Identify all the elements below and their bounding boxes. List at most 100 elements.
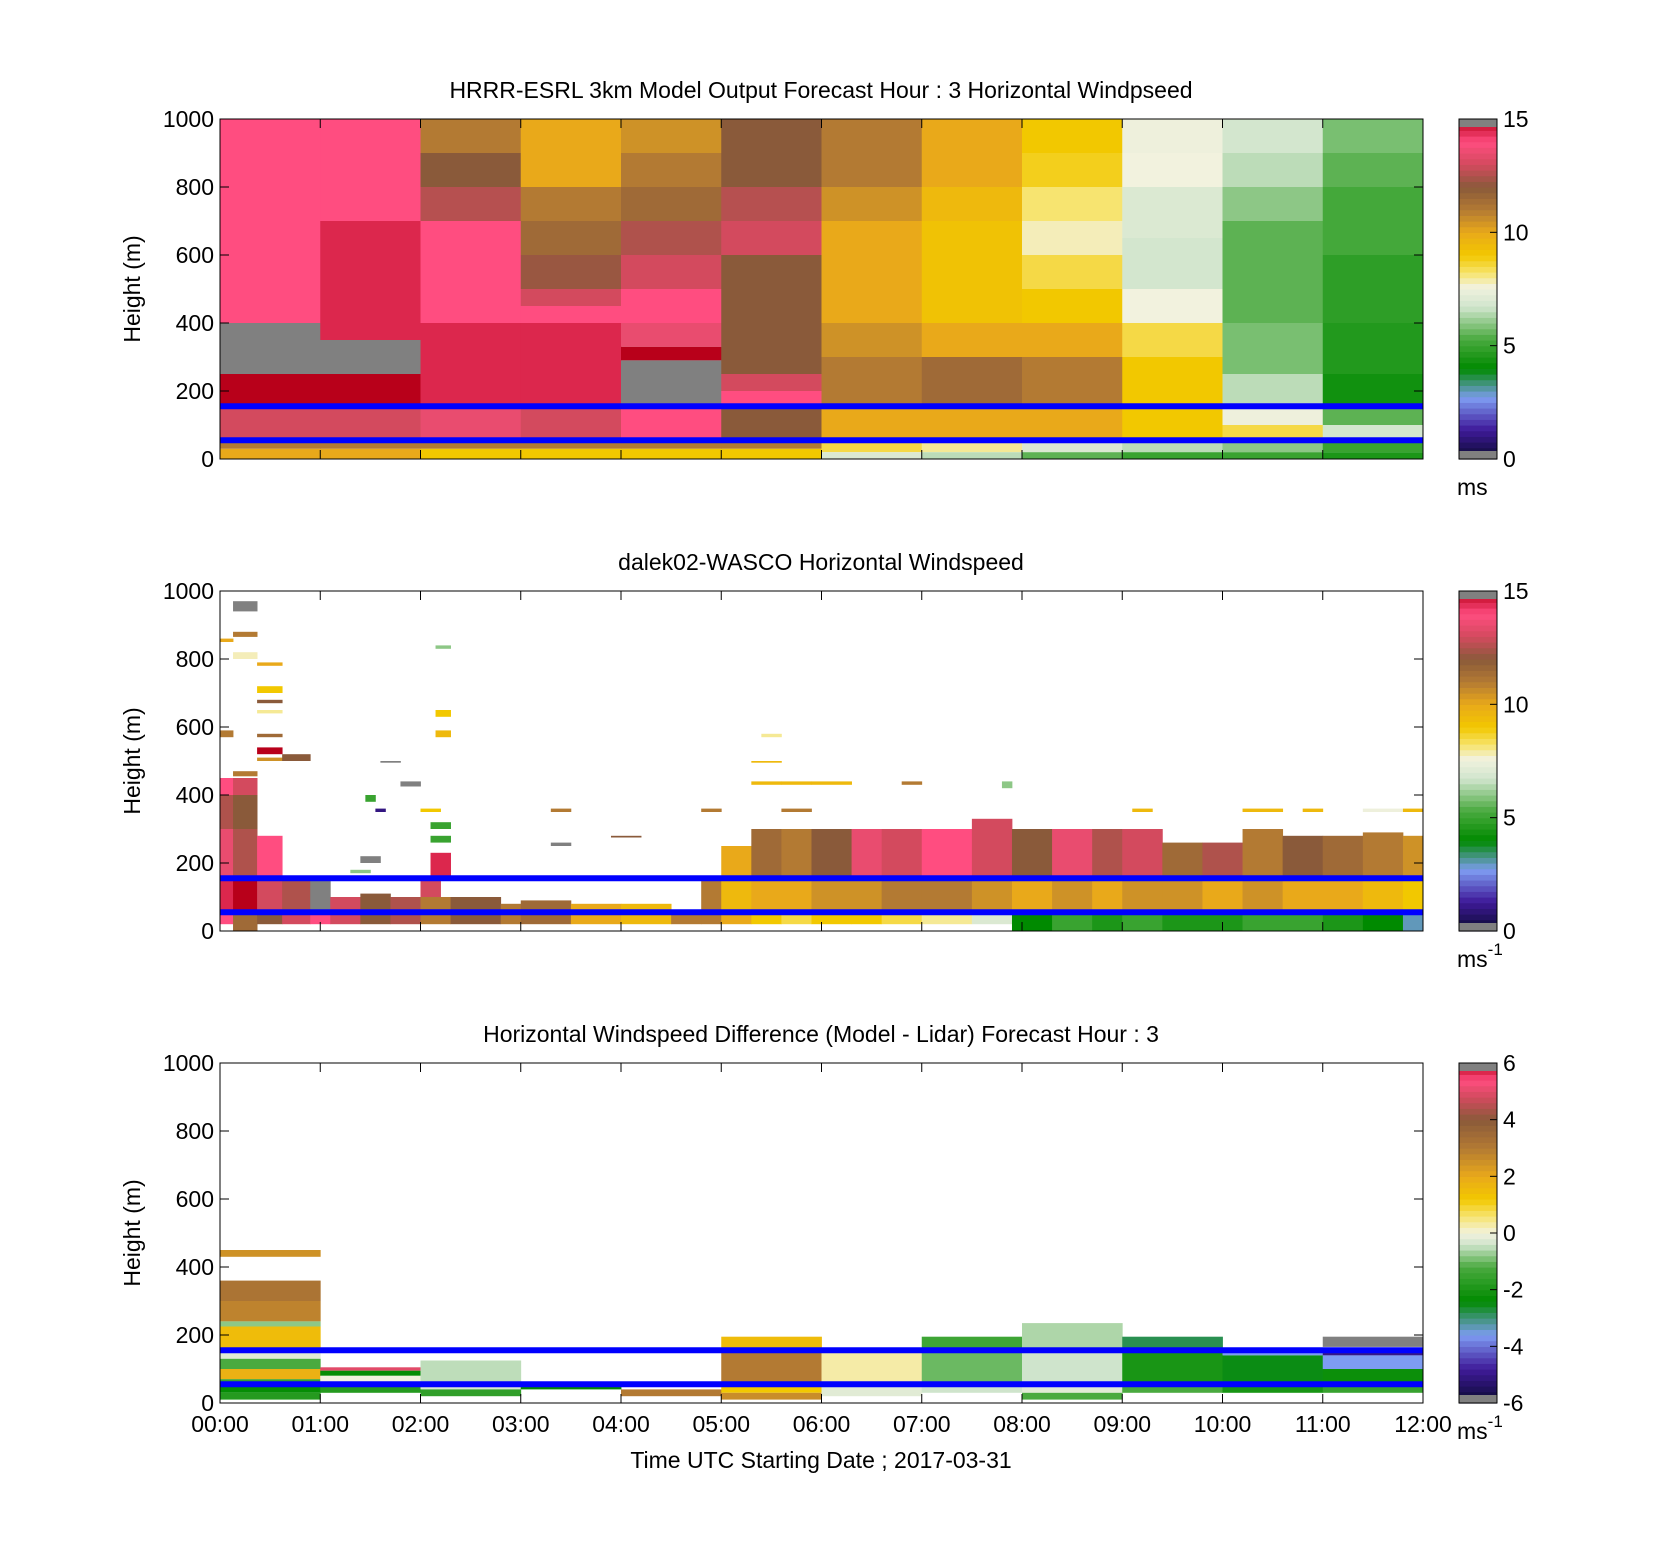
panel-difference-colorbar-segment: [1459, 1267, 1497, 1274]
panel-difference-colorbar-segment: [1459, 1131, 1497, 1138]
panel-difference-cell: [721, 1350, 822, 1385]
panel-lidar-cell: [751, 878, 782, 913]
panel-model-cell: [1222, 187, 1324, 221]
panel-lidar-colorbar-unit-exponent: -1: [1488, 940, 1503, 959]
panel-lidar-colorbar-segment: [1459, 676, 1497, 683]
panel-model-colorbar-segment: [1459, 425, 1497, 432]
panel-difference-cell: [1122, 1384, 1223, 1393]
panel-lidar-colorbar-segment: [1459, 659, 1497, 666]
panel-lidar-cell: [1011, 829, 1053, 879]
panel-lidar-colorbar-segment: [1459, 630, 1497, 637]
panel-lidar-cell: [1242, 808, 1284, 812]
panel-lidar-cell: [751, 761, 782, 763]
panel-difference-ylabel: Height (m): [119, 1179, 145, 1286]
panel-difference-colorbar-tick-label: 2: [1503, 1163, 1516, 1189]
panel-lidar-cell: [233, 631, 258, 637]
panel-lidar-cell: [811, 829, 852, 879]
panel-difference: Horizontal Windspeed Difference (Model -…: [119, 1021, 1524, 1473]
panel-model-cell: [520, 440, 622, 449]
panel-difference-cell: [1322, 1369, 1424, 1385]
panel-lidar-title: dalek02-WASCO Horizontal Windspeed: [618, 549, 1024, 575]
panel-lidar-cell: [901, 781, 923, 785]
panel-model-colorbar-segment: [1459, 283, 1497, 290]
panel-model-cell: [621, 255, 722, 289]
panel-difference-cell: [1022, 1323, 1123, 1351]
panel-difference-cell: [1022, 1384, 1123, 1393]
panel-lidar-cell: [1362, 878, 1404, 913]
panel-lidar-cell: [1202, 842, 1243, 879]
panel-lidar-colorbar-segment: [1459, 885, 1497, 892]
panel-model-cell: [320, 448, 421, 459]
panel-model-cell: [821, 323, 923, 357]
panel-model-cell: [1122, 153, 1223, 187]
panel-model-ytick-label: 400: [176, 310, 214, 336]
panel-lidar-colorbar-segment: [1459, 681, 1497, 688]
panel-model-cell: [621, 440, 722, 449]
panel-difference-colorbar-cap-bottom: [1459, 1395, 1497, 1403]
panel-model-cell: [1322, 374, 1424, 407]
panel-difference-cell: [320, 1370, 421, 1376]
panel-difference-colorbar-segment: [1459, 1068, 1497, 1075]
panel-lidar-colorbar-segment: [1459, 840, 1497, 847]
panel-lidar-cell: [257, 710, 283, 714]
panel-difference-colorbar-segment: [1459, 1284, 1497, 1291]
panel-model-cell: [420, 187, 522, 221]
panel-lidar-colorbar-segment: [1459, 653, 1497, 660]
panel-lidar-cell: [1052, 912, 1093, 931]
panel-model-colorbar-tick-label: 15: [1503, 106, 1529, 132]
panel-model-colorbar-segment: [1459, 175, 1497, 182]
panel-difference-colorbar-segment: [1459, 1318, 1497, 1325]
panel-difference-colorbar-segment: [1459, 1182, 1497, 1189]
panel-difference-cell: [1022, 1392, 1123, 1400]
panel-lidar-ytick-label: 1000: [163, 578, 214, 604]
panel-difference-colorbar-segment: [1459, 1369, 1497, 1376]
panel-difference-cell: [1222, 1384, 1324, 1393]
panel-model-cell: [721, 448, 822, 459]
panel-difference-colorbar-segment: [1459, 1289, 1497, 1296]
panel-model-cell: [621, 360, 722, 407]
panel-lidar-colorbar-segment: [1459, 596, 1497, 603]
panel-difference-cell: [721, 1336, 822, 1349]
panel-model-colorbar-segment: [1459, 311, 1497, 318]
panel-lidar-cell: [1362, 808, 1404, 812]
panel-lidar-cell: [233, 601, 258, 612]
panel-model-colorbar-tick-label: 5: [1503, 333, 1516, 359]
panel-lidar-cell: [220, 730, 234, 738]
panel-lidar-colorbar-segment: [1459, 613, 1497, 620]
panel-model-colorbar-tick-label: 10: [1503, 219, 1529, 245]
panel-difference-colorbar-segment: [1459, 1142, 1497, 1149]
panel-lidar-cell: [400, 781, 421, 787]
panel-model-colorbar-segment: [1459, 130, 1497, 137]
panel-lidar-cell: [350, 869, 371, 874]
panel-lidar-ytick-label: 800: [176, 646, 214, 672]
panel-model-cell: [220, 448, 321, 459]
panel-model-cell: [1222, 153, 1324, 187]
panel-difference-cell: [220, 1250, 321, 1257]
panel-lidar-cell: [781, 912, 812, 925]
panel-difference-xtick-label: 04:00: [592, 1411, 650, 1437]
panel-lidar-cell: [375, 808, 386, 812]
panel-lidar-cell: [1122, 878, 1163, 913]
panel-model-colorbar-segment: [1459, 300, 1497, 307]
panel-lidar-cell: [257, 747, 283, 755]
panel-lidar-cell: [257, 686, 283, 693]
panel-model-colorbar-segment: [1459, 215, 1497, 222]
panel-model-cell: [1222, 255, 1324, 323]
panel-difference-xtick-label: 11:00: [1295, 1411, 1351, 1437]
panel-lidar-colorbar-segment: [1459, 721, 1497, 728]
panel-model-colorbar-segment: [1459, 402, 1497, 409]
panel-lidar-colorbar-segment: [1459, 800, 1497, 807]
panel-lidar-ytick-label: 600: [176, 714, 214, 740]
panel-difference-colorbar-segment: [1459, 1216, 1497, 1223]
panel-difference-colorbar-unit: ms-1: [1457, 1412, 1503, 1444]
panel-lidar-cell: [435, 710, 451, 717]
panel-model-cell: [1122, 440, 1223, 453]
panel-lidar-cell: [1402, 835, 1424, 879]
panel-lidar: dalek02-WASCO Horizontal Windspeed 0 200 4…: [119, 549, 1529, 972]
panel-lidar-cell: [233, 829, 258, 879]
panel-model-cell: [821, 452, 923, 459]
panel-lidar-colorbar-segment: [1459, 761, 1497, 768]
panel-lidar-cell: [430, 822, 451, 829]
panel-difference-xlabel: Time UTC Starting Date ; 2017-03-31: [630, 1447, 1011, 1473]
panel-model-cell: [420, 440, 522, 449]
